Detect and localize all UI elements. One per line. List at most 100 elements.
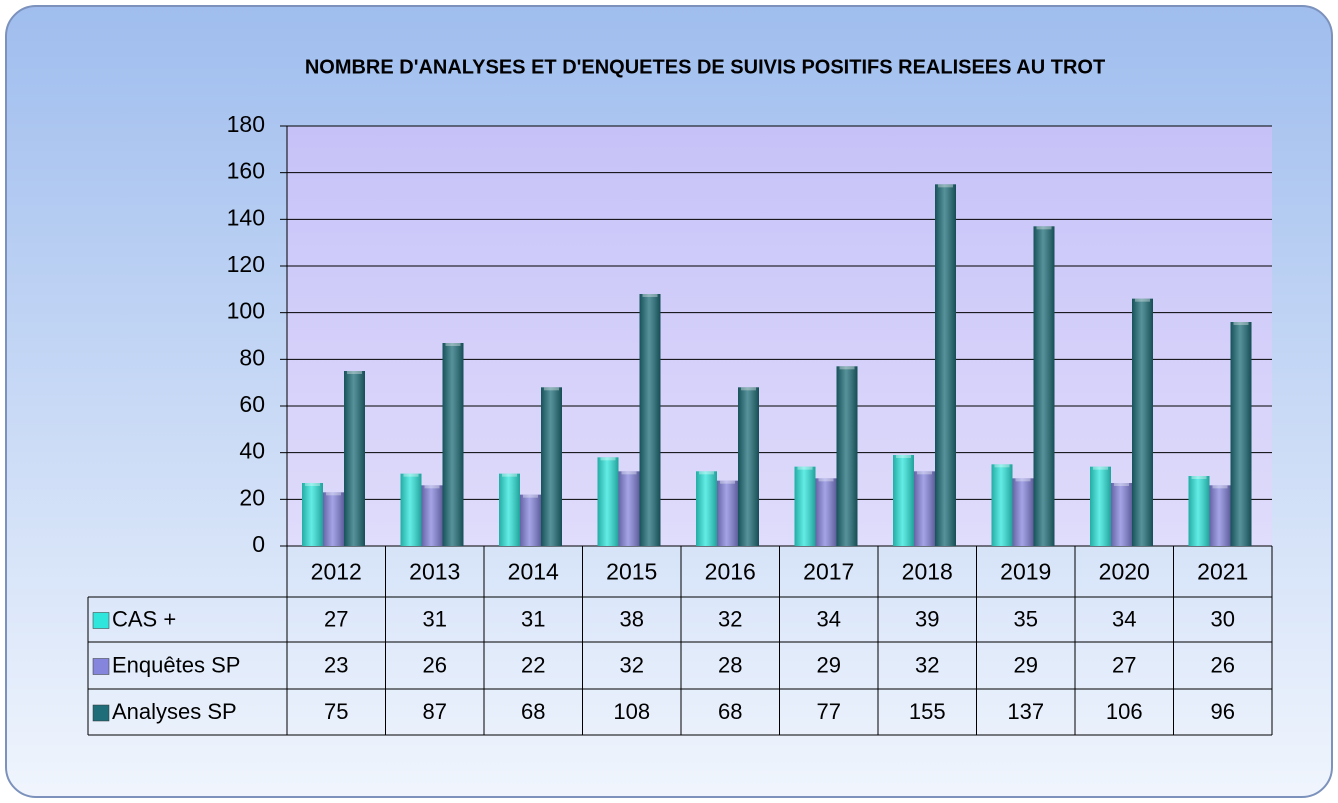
table-value: 27 xyxy=(1112,652,1136,677)
bar-shade xyxy=(738,387,759,546)
legend-swatch xyxy=(92,658,110,675)
bar-cap xyxy=(1036,226,1052,230)
x-tick-label: 2020 xyxy=(1099,559,1150,585)
y-tick-label: 140 xyxy=(227,204,265,230)
table-value: 106 xyxy=(1106,699,1143,724)
bar-shade xyxy=(541,387,562,546)
y-tick-label: 20 xyxy=(239,484,265,510)
table-value: 22 xyxy=(521,652,545,677)
bar-shade xyxy=(323,492,344,546)
x-tick-label: 2015 xyxy=(606,559,657,585)
bar-cap xyxy=(1114,483,1129,486)
bar-cap xyxy=(741,387,756,391)
table-value: 26 xyxy=(423,652,447,677)
bar-cap xyxy=(938,184,953,188)
bar-cap xyxy=(839,366,855,370)
table-value: 75 xyxy=(324,699,348,724)
y-tick-label: 120 xyxy=(227,251,265,277)
bar-cap xyxy=(600,457,616,461)
legend-swatch xyxy=(92,704,110,722)
x-tick-label: 2013 xyxy=(409,559,460,585)
y-tick-label: 60 xyxy=(239,391,265,417)
bar-cap xyxy=(502,473,517,477)
table-value: 30 xyxy=(1211,606,1235,631)
bar-shade xyxy=(893,455,914,546)
bar-shade xyxy=(618,471,640,546)
bar-shade xyxy=(794,466,816,546)
table-value: 108 xyxy=(613,699,650,724)
table-value: 27 xyxy=(324,606,348,631)
table-value: 68 xyxy=(521,699,545,724)
legend-swatch xyxy=(92,612,110,629)
bar-shade xyxy=(1090,466,1111,546)
y-tick-label: 80 xyxy=(239,344,265,370)
y-tick-label: 0 xyxy=(252,531,265,557)
legend-label: Enquêtes SP xyxy=(112,652,240,677)
bar-shade xyxy=(1132,298,1153,546)
bar-shade xyxy=(1188,476,1210,546)
bar-shade xyxy=(302,483,323,546)
y-tick-label: 160 xyxy=(227,158,265,184)
x-tick-label: 2018 xyxy=(902,559,953,585)
table-value: 32 xyxy=(620,652,644,677)
bar-cap xyxy=(720,480,735,484)
bar-cap xyxy=(544,387,559,391)
bar-shade xyxy=(1012,478,1034,546)
bar-cap xyxy=(896,455,911,458)
table-value: 38 xyxy=(620,606,644,631)
table-value: 34 xyxy=(817,606,841,631)
bar-cap xyxy=(642,294,658,297)
table-value: 23 xyxy=(324,652,348,677)
table-value: 68 xyxy=(718,699,742,724)
bar-cap xyxy=(818,478,834,482)
bar-shade xyxy=(914,471,935,546)
legend-label: CAS + xyxy=(112,606,176,631)
table-value: 32 xyxy=(915,652,939,677)
bar-cap xyxy=(403,473,419,477)
table-value: 155 xyxy=(909,699,946,724)
y-tick-label: 40 xyxy=(239,438,265,464)
bar-cap xyxy=(523,494,538,498)
y-tick-label: 100 xyxy=(227,298,265,324)
bar-cap xyxy=(347,371,362,374)
bar-cap xyxy=(445,343,461,346)
bar-cap xyxy=(424,485,440,489)
table-value: 26 xyxy=(1211,652,1235,677)
bar-cap xyxy=(305,483,320,486)
bar-shade xyxy=(815,478,837,546)
bar-cap xyxy=(1015,478,1031,482)
x-tick-label: 2012 xyxy=(311,559,362,585)
bar-shade xyxy=(499,473,520,546)
bar-cap xyxy=(326,492,341,496)
bar-shade xyxy=(639,294,661,546)
bar-shade xyxy=(344,371,365,546)
bar-shade xyxy=(696,471,717,546)
table-value: 31 xyxy=(423,606,447,631)
bar-cap xyxy=(1233,322,1249,325)
bar-cap xyxy=(1212,485,1228,489)
bar-cap xyxy=(1093,466,1108,470)
bar-shade xyxy=(935,184,956,547)
table-value: 34 xyxy=(1112,606,1136,631)
bar-shade xyxy=(717,480,738,546)
x-tick-label: 2019 xyxy=(1000,559,1051,585)
x-tick-label: 2014 xyxy=(508,559,559,585)
table-value: 137 xyxy=(1007,699,1044,724)
bar-cap xyxy=(1135,298,1150,302)
bar-cap xyxy=(994,464,1010,468)
bar-shade xyxy=(1209,485,1231,546)
bar-shade xyxy=(991,464,1013,546)
bar-shade xyxy=(1230,322,1252,546)
bar-shade xyxy=(597,457,619,546)
bar-cap xyxy=(1191,476,1207,479)
x-tick-label: 2021 xyxy=(1197,559,1248,585)
bar-shade xyxy=(400,473,422,546)
x-tick-label: 2017 xyxy=(803,559,854,585)
y-tick-label: 180 xyxy=(227,111,265,137)
legend-label: Analyses SP xyxy=(112,699,237,724)
x-tick-label: 2016 xyxy=(705,559,756,585)
bar-cap xyxy=(699,471,714,475)
table-value: 28 xyxy=(718,652,742,677)
chart-title: NOMBRE D'ANALYSES ET D'ENQUETES DE SUIVI… xyxy=(305,56,1105,78)
